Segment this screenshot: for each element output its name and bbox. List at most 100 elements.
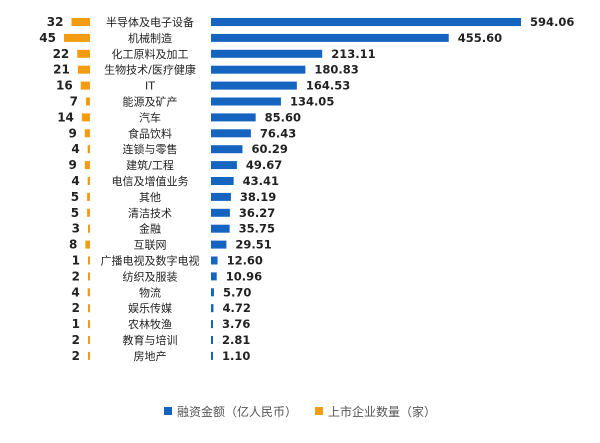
category-label: 能源及矿产 [123,95,178,109]
category-label: 连锁与零售 [123,142,178,156]
count-label: 4 [71,142,79,156]
count-bar [88,304,90,313]
amount-label: 1.10 [222,349,250,363]
amount-label: 3.76 [222,317,250,331]
category-label: 汽车 [139,110,161,124]
amount-label: 35.75 [239,222,275,236]
amount-bar [211,65,306,74]
count-label: 5 [71,206,79,220]
count-label: 7 [70,95,78,109]
amount-bar [211,145,243,154]
category-label: 清洁技术 [128,207,172,220]
amount-label: 180.83 [314,63,358,77]
category-label: IT [145,80,155,93]
amount-bar [211,320,213,329]
amount-label: 85.60 [265,110,301,124]
amount-bar [211,33,449,42]
count-label: 4 [71,285,79,299]
count-bar [71,18,90,26]
count-bar [88,256,90,265]
amount-label: 10.96 [226,269,262,283]
category-label: 金融 [139,222,161,236]
amount-label: 213.11 [331,47,375,61]
amount-bar [211,272,217,281]
amount-bar [211,129,251,138]
count-label: 5 [71,190,79,204]
amount-label: 29.51 [235,238,271,252]
count-label: 2 [72,349,80,363]
count-bar [87,208,90,217]
category-label: 广播电视及数字电视 [101,254,200,268]
amount-label: 164.53 [306,79,350,93]
count-bar [87,288,90,297]
count-label: 1 [72,317,80,331]
category-label: 农林牧渔 [128,317,172,331]
amount-label: 38.19 [240,190,276,204]
legend-swatch-amount [163,407,172,415]
amount-label: 36.27 [239,206,275,220]
amount-bar [211,240,227,249]
legend-label-count: 上市企业数量（家） [328,404,437,419]
amount-bar [211,97,281,106]
amount-label: 43.41 [243,174,279,188]
category-label: 食品饮料 [128,126,172,140]
amount-bar [211,113,256,122]
amount-label: 12.60 [227,254,263,268]
amount-bar [211,351,213,360]
amount-label: 594.06 [530,15,574,29]
count-bar [85,97,90,106]
category-label: 建筑/工程 [126,158,174,172]
count-label: 16 [56,79,73,93]
amount-label: 76.43 [260,126,296,140]
count-bar [64,33,90,42]
amount-label: 4.72 [222,301,250,315]
category-label: 教育与培训 [123,333,178,347]
count-bar [88,351,90,360]
category-label: 物流 [139,285,161,299]
legend: 融资金额（亿人民币） 上市企业数量（家） [0,401,600,421]
amount-bar [211,192,231,201]
category-label: 互联网 [134,239,167,252]
count-bar [88,320,90,329]
count-bar [87,177,90,185]
category-label: 半导体及电子设备 [106,15,194,29]
category-label: 房地产 [134,349,167,363]
count-label: 45 [39,31,56,45]
legend-item-count: 上市企业数量（家） [315,403,436,420]
amount-label: 134.05 [290,95,334,109]
count-label: 21 [53,63,70,77]
amount-bar [211,161,237,170]
count-bar [81,113,90,122]
count-bar [88,224,90,233]
amount-bar [211,49,323,58]
count-label: 1 [72,254,80,268]
amount-bar [211,81,297,90]
count-bar [85,240,90,249]
count-label: 2 [72,269,80,283]
count-bar [84,129,90,138]
legend-label-amount: 融资金额（亿人民币） [176,404,297,419]
category-label: 生物技术/医疗健康 [104,63,196,77]
amount-bar [211,208,230,217]
legend-item-amount: 融资金额（亿人民币） [163,403,297,420]
count-label: 4 [71,174,79,188]
count-bar [88,272,90,281]
count-label: 9 [68,158,76,172]
count-label: 22 [53,47,70,61]
amount-bar [211,256,218,265]
category-label: 其他 [139,191,161,204]
category-label: 化工原料及加工 [112,47,189,61]
count-bar [80,81,90,90]
category-label: 机械制造 [128,31,172,45]
count-bar [88,336,90,344]
amount-bar [211,304,214,313]
amount-label: 455.60 [458,31,502,45]
amount-label: 60.29 [251,142,287,156]
category-label: 娱乐传媒 [128,301,172,315]
count-bar [87,192,90,201]
count-bar [77,49,90,58]
category-label: 电信及增值业务 [112,174,189,188]
count-label: 3 [72,222,80,236]
amount-bar [211,224,230,233]
